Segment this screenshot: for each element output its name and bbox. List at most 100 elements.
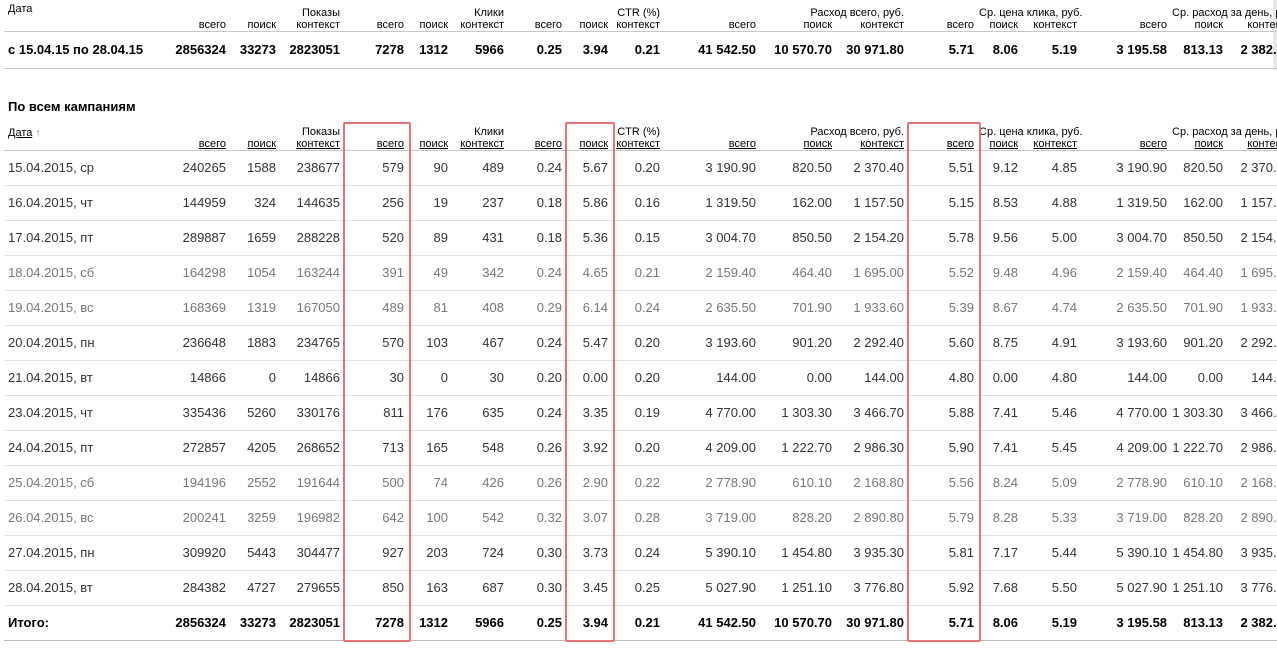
value-cell: 4 209.00: [705, 440, 756, 455]
value-cell: 0.19: [634, 405, 660, 420]
value-cell: 820.50: [1183, 160, 1224, 175]
value-cell: 164298: [182, 265, 226, 280]
date-sort-header[interactable]: Дата ↑: [4, 125, 169, 150]
value-cell: 3.35: [582, 405, 608, 420]
date-sort-link[interactable]: Дата: [8, 127, 33, 139]
sort-col-impressions-context[interactable]: контекст: [296, 138, 340, 150]
summary-period-cell: с 15.04.15 по 28.04.15: [8, 42, 144, 57]
value-cell: 2.90: [582, 475, 608, 490]
value-cell: 4 770.00: [705, 405, 756, 420]
sort-col-ctr-context[interactable]: контекст: [616, 138, 660, 150]
value-cell: 0.28: [634, 510, 660, 525]
value-cell: 5 390.10: [705, 545, 756, 560]
value-cell: 500: [382, 475, 404, 490]
sort-col-clicks-total[interactable]: всего: [376, 138, 404, 150]
total-value-cell: 5966: [475, 615, 504, 630]
summary-col-total: всего: [534, 19, 562, 31]
date-cell: 15.04.2015, ср: [8, 160, 95, 175]
date-cell: 19.04.2015, вс: [8, 300, 94, 315]
table-row: 20.04.2015, пн 236648 1883 234765 570 103 467 0…: [4, 325, 1277, 360]
sort-col-ctr-search[interactable]: поиск: [579, 138, 608, 150]
value-cell: 3.92: [582, 440, 608, 455]
value-cell: 1 695.00: [1240, 265, 1277, 280]
value-cell: 309920: [182, 545, 226, 560]
spend-header: Расход всего, руб.: [810, 126, 905, 138]
date-cell: 18.04.2015, сб: [8, 265, 95, 280]
summary-value-cell: 10 570.70: [774, 42, 832, 57]
summary-col-search: поиск: [803, 19, 832, 31]
sort-col-daily-context[interactable]: контекст: [1247, 138, 1277, 150]
value-cell: 5.47: [582, 335, 608, 350]
total-value-cell: 0.21: [634, 615, 660, 630]
total-value-cell: 41 542.50: [698, 615, 756, 630]
value-cell: 0.24: [536, 405, 562, 420]
value-cell: 196982: [296, 510, 340, 525]
sort-col-spend-search[interactable]: поиск: [803, 138, 832, 150]
value-cell: 5.86: [582, 195, 608, 210]
scrollbar[interactable]: [1273, 0, 1277, 70]
value-cell: 2552: [247, 475, 276, 490]
value-cell: 1319: [247, 300, 276, 315]
value-cell: 3 719.00: [705, 510, 756, 525]
value-cell: 236648: [182, 335, 226, 350]
value-cell: 2 154.20: [853, 230, 905, 245]
value-cell: 30: [389, 370, 404, 385]
total-value-cell: 2856324: [175, 615, 226, 630]
value-cell: 256: [382, 195, 404, 210]
value-cell: 464.40: [792, 265, 832, 280]
value-cell: 8.67: [992, 300, 1019, 315]
value-cell: 163244: [296, 265, 340, 280]
value-cell: 0.20: [536, 370, 562, 385]
sort-col-clicks-context[interactable]: контекст: [460, 138, 504, 150]
value-cell: 0.25: [634, 580, 660, 595]
summary-value-cell: 41 542.50: [698, 42, 756, 57]
sort-col-cpc-search[interactable]: поиск: [989, 138, 1019, 150]
value-cell: 4.74: [1051, 300, 1078, 315]
summary-col-search: поиск: [989, 19, 1019, 31]
total-value-cell: 3.94: [582, 615, 608, 630]
sort-col-impressions-total[interactable]: всего: [198, 138, 226, 150]
value-cell: 0.20: [634, 335, 660, 350]
sort-col-cpc-total[interactable]: всего: [946, 138, 975, 150]
value-cell: 828.20: [792, 510, 832, 525]
sort-col-clicks-search[interactable]: поиск: [419, 138, 448, 150]
value-cell: 2 159.40: [1116, 265, 1168, 280]
value-cell: 3.45: [582, 580, 608, 595]
value-cell: 0: [440, 370, 448, 385]
value-cell: 0.20: [634, 370, 660, 385]
value-cell: 0.00: [806, 370, 832, 385]
value-cell: 610.10: [1183, 475, 1224, 490]
date-cell: 24.04.2015, пт: [8, 440, 94, 455]
value-cell: 5.39: [948, 300, 975, 315]
sort-col-cpc-context[interactable]: контекст: [1033, 138, 1078, 150]
value-cell: 194196: [182, 475, 226, 490]
value-cell: 7.17: [992, 545, 1019, 560]
value-cell: 342: [482, 265, 504, 280]
summary-value-cell: 1312: [419, 42, 448, 57]
value-cell: 279655: [296, 580, 340, 595]
sort-col-ctr-total[interactable]: всего: [534, 138, 562, 150]
value-cell: 5 027.90: [1116, 580, 1168, 595]
value-cell: 165: [426, 440, 448, 455]
summary-row: с 15.04.15 по 28.04.15 2856324 33273 282305…: [4, 31, 1277, 68]
value-cell: 828.20: [1183, 510, 1224, 525]
sort-col-daily-search[interactable]: поиск: [1194, 138, 1224, 150]
sort-col-spend-context[interactable]: контекст: [860, 138, 905, 150]
sort-col-impressions-search[interactable]: поиск: [247, 138, 276, 150]
impressions-header: Показы: [301, 126, 340, 138]
table-row: 19.04.2015, вс 168369 1319 167050 489 81 408 0.…: [4, 290, 1277, 325]
value-cell: 542: [482, 510, 504, 525]
summary-clicks-header: Клики: [474, 7, 504, 19]
value-cell: 1 251.10: [1172, 580, 1224, 595]
table-row: 17.04.2015, пт 289887 1659 288228 520 89 431 0.…: [4, 220, 1277, 255]
value-cell: 489: [382, 300, 404, 315]
value-cell: 5.09: [1051, 475, 1078, 490]
value-cell: 850.50: [1183, 230, 1224, 245]
value-cell: 0.00: [582, 370, 608, 385]
sort-col-spend-total[interactable]: всего: [728, 138, 756, 150]
value-cell: 162.00: [1183, 195, 1224, 210]
value-cell: 3 466.70: [1240, 405, 1277, 420]
table-row: 21.04.2015, вт 14866 0 14866 30 0 30 0.20 0.00 0.…: [4, 360, 1277, 395]
value-cell: 8.53: [992, 195, 1019, 210]
sort-col-daily-total[interactable]: всего: [1139, 138, 1168, 150]
